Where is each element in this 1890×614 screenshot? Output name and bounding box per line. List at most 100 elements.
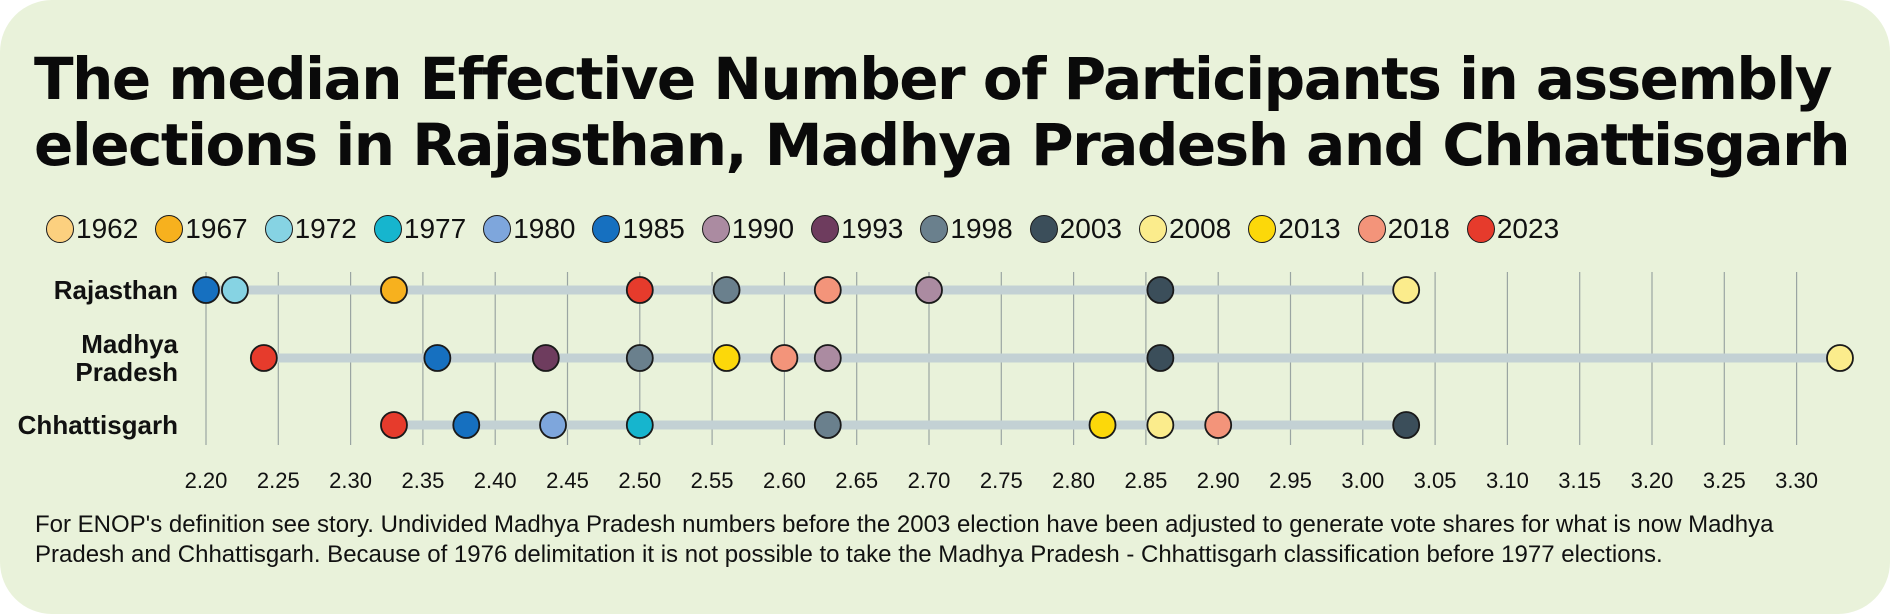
legend-label-1985: 1985 (622, 213, 685, 244)
footnote: For ENOP's definition see story. Undivid… (35, 511, 1774, 568)
legend-item-2013: 2013 (1248, 213, 1341, 245)
legend-swatch-2003 (1029, 215, 1058, 243)
legend-label-1972: 1972 (294, 213, 357, 244)
x-tick-label: 3.30 (1775, 468, 1818, 493)
point-2013 (1088, 411, 1117, 439)
legend-swatch-1993 (811, 215, 840, 243)
point-1998 (712, 276, 741, 304)
x-tick-label: 2.35 (401, 468, 444, 493)
legend-item-1985: 1985 (592, 213, 685, 245)
legend-item-2003: 2003 (1029, 213, 1122, 245)
legend-label-1993: 1993 (841, 213, 904, 244)
x-tick-label: 2.90 (1197, 468, 1240, 493)
point-1977 (625, 411, 654, 439)
x-tick-label: 3.05 (1414, 468, 1457, 493)
legend-item-1990: 1990 (701, 213, 795, 245)
point-2003 (1392, 411, 1421, 439)
legend-label-2013: 2013 (1278, 213, 1341, 244)
point-2013 (712, 344, 741, 372)
chart-title-line-2: elections in Rajasthan, Madhya Pradesh a… (34, 111, 1851, 179)
x-tick-label: 2.30 (329, 468, 372, 493)
x-tick-label: 2.70 (908, 468, 951, 493)
legend-item-1993: 1993 (811, 213, 903, 245)
legend-swatch-1972 (264, 215, 293, 243)
legend-swatch-1998 (920, 215, 949, 243)
point-2008 (1826, 344, 1854, 372)
point-2023 (625, 276, 654, 304)
legend-item-2023: 2023 (1466, 213, 1560, 245)
point-1990 (813, 344, 842, 372)
legend-label-2018: 2018 (1387, 213, 1450, 244)
x-tick-label: 2.60 (763, 468, 806, 493)
legend-item-1967: 1967 (155, 213, 248, 245)
point-1990 (915, 276, 943, 304)
x-tick-label: 2.80 (1052, 468, 1095, 493)
legend-swatch-2023 (1466, 215, 1495, 243)
x-tick-label: 2.85 (1124, 468, 1167, 493)
legend-swatch-1967 (155, 215, 184, 243)
legend-item-1977: 1977 (373, 213, 467, 245)
row-label: Pradesh (75, 357, 178, 387)
point-2003 (1146, 276, 1175, 304)
point-1972 (221, 276, 249, 304)
legend-swatch-1985 (592, 215, 621, 243)
point-2018 (813, 276, 842, 304)
x-tick-label: 3.15 (1558, 468, 1601, 493)
x-tick-label: 2.45 (546, 468, 589, 493)
legend-item-1972: 1972 (264, 213, 357, 245)
chart-title-line-1: The median Effective Number of Participa… (34, 45, 1833, 113)
x-tick-label: 2.50 (618, 468, 661, 493)
point-1967 (380, 276, 408, 304)
point-1993 (531, 344, 560, 372)
legend-label-1998: 1998 (950, 213, 1013, 244)
x-tick-label: 3.20 (1631, 468, 1674, 493)
legend-swatch-1977 (373, 215, 402, 243)
x-tick-label: 3.25 (1703, 468, 1746, 493)
legend-label-1980: 1980 (513, 213, 576, 244)
x-tick-label: 2.25 (257, 468, 300, 493)
legend-item-2008: 2008 (1138, 213, 1232, 245)
point-2018 (1204, 411, 1233, 439)
point-1998 (813, 411, 842, 439)
point-2023 (249, 344, 278, 372)
point-2003 (1146, 344, 1175, 372)
legend-swatch-2008 (1138, 215, 1167, 243)
chart-title: The median Effective Number of Participa… (34, 46, 1854, 178)
row-label: Madhya (81, 329, 178, 359)
point-1980 (539, 411, 567, 439)
legend-swatch-2013 (1248, 215, 1277, 243)
legend: 1962 1967 1972 1977 1980 1985 1990 1993 1998 2003… (46, 210, 1576, 248)
x-tick-label: 2.55 (691, 468, 734, 493)
x-tick-label: 2.65 (835, 468, 878, 493)
x-tick-label: 2.75 (980, 468, 1023, 493)
point-1985 (423, 344, 452, 372)
point-2023 (380, 411, 408, 439)
x-tick-label: 2.95 (1269, 468, 1312, 493)
point-1998 (625, 344, 654, 372)
row-label: Chhattisgarh (18, 410, 178, 440)
legend-item-1980: 1980 (483, 213, 575, 245)
legend-label-1962: 1962 (76, 213, 139, 244)
point-2018 (770, 344, 799, 372)
legend-swatch-2018 (1357, 215, 1386, 243)
legend-swatch-1962 (46, 215, 74, 243)
legend-item-2018: 2018 (1357, 213, 1450, 245)
legend-label-2008: 2008 (1168, 213, 1232, 244)
legend-swatch-1990 (701, 215, 730, 243)
legend-label-1977: 1977 (403, 213, 467, 244)
legend-label-1990: 1990 (731, 213, 795, 244)
point-2008 (1392, 276, 1421, 304)
legend-item-1962: 1962 (46, 213, 138, 245)
legend-item-1998: 1998 (920, 213, 1013, 245)
x-tick-label: 3.00 (1341, 468, 1384, 493)
x-tick-label: 3.10 (1486, 468, 1529, 493)
legend-label-1967: 1967 (185, 213, 248, 244)
point-2008 (1146, 411, 1175, 439)
x-tick-label: 2.40 (474, 468, 517, 493)
legend-label-2023: 2023 (1496, 213, 1560, 244)
legend-swatch-1980 (483, 215, 512, 243)
point-1985 (192, 276, 220, 304)
row-label: Rajasthan (54, 275, 178, 305)
